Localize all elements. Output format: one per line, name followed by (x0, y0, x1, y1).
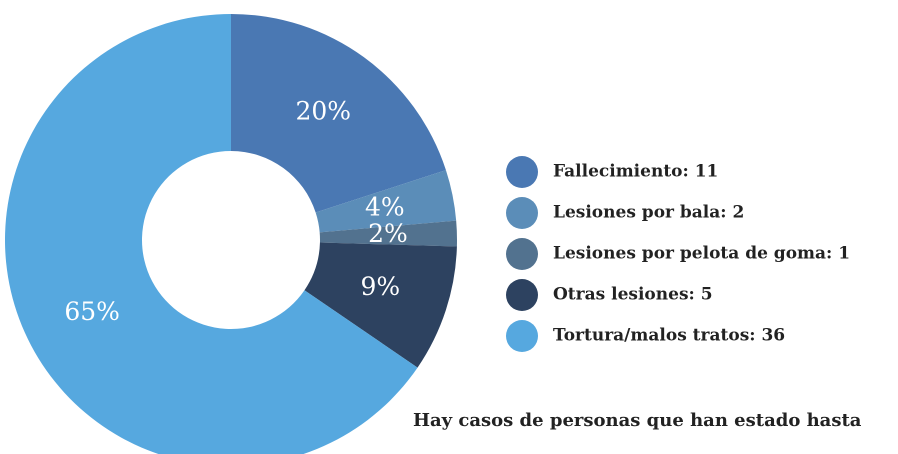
slice-label: 2% (368, 219, 408, 248)
legend-swatch (506, 238, 538, 270)
slice-label: 20% (295, 96, 351, 125)
legend-swatch (506, 197, 538, 229)
legend-swatch (506, 279, 538, 311)
legend-swatch (506, 156, 538, 188)
slice-label: 4% (365, 192, 405, 221)
donut-slice (319, 220, 457, 247)
caption: Hay casos de personas que han estado has… (413, 410, 862, 431)
legend-label: Fallecimiento: 11 (553, 162, 718, 182)
donut-slice (231, 14, 446, 213)
slice-label: 65% (64, 297, 120, 326)
legend-label: Otras lesiones: 5 (553, 285, 713, 305)
donut-slice (304, 242, 457, 368)
donut-slice (5, 14, 418, 454)
slice-label: 9% (360, 272, 400, 301)
legend-label: Lesiones por pelota de goma: 1 (553, 244, 850, 264)
legend-label: Lesiones por bala: 2 (553, 203, 744, 223)
donut-slice (315, 170, 457, 233)
legend-swatch (506, 320, 538, 352)
legend-label: Tortura/malos tratos: 36 (553, 326, 785, 346)
